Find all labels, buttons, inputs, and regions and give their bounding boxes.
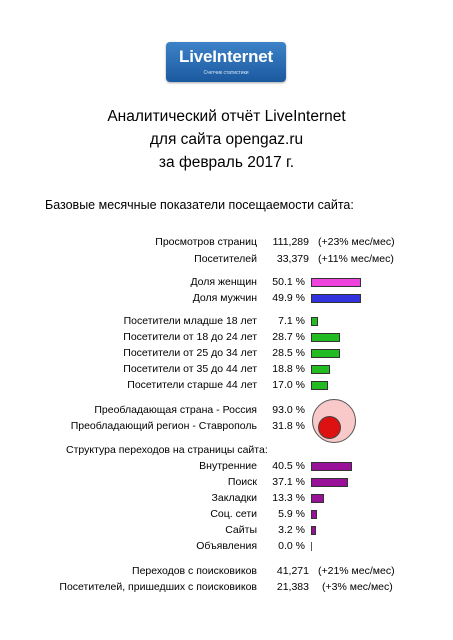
source-value: 13.3 % (272, 492, 305, 504)
age-label: Посетители младше 18 лет (123, 315, 257, 327)
age-value: 28.7 % (272, 331, 305, 343)
logo-tagline: Счетчик статистики (203, 70, 249, 76)
source-bar (311, 462, 352, 471)
stat-label: Просмотров страниц (155, 236, 257, 248)
region-share-circle (318, 416, 341, 439)
age-bar (311, 381, 328, 390)
section-title: Базовые месячные показатели посещаемости… (45, 198, 354, 212)
search-row-transitions: Переходов с поисковиков 41,271 (+21% мес… (0, 563, 453, 579)
report-title-line3: за февраль 2017 г. (158, 154, 295, 171)
stat-row-visitors: Посетителей 33,379 (+11% мес/мес) (0, 251, 453, 267)
stat-change: (+11% мес/мес) (318, 253, 394, 265)
gender-label: Доля женщин (190, 276, 257, 288)
search-value: 41,271 (276, 565, 309, 577)
age-row: Посетители от 18 до 24 лет 28.7 % (0, 329, 453, 345)
age-label: Посетители от 25 до 34 лет (123, 347, 257, 359)
age-row: Посетители от 35 до 44 лет 18.8 % (0, 361, 453, 377)
age-bar (311, 317, 319, 326)
gender-row-male: Доля мужчин 49.9 % (0, 290, 453, 306)
source-value: 5.9 % (278, 508, 305, 520)
age-bar (311, 365, 330, 374)
age-row: Посетители старше 44 лет 17.0 % (0, 377, 453, 393)
source-label: Внутренние (199, 460, 257, 472)
stat-label: Посетителей (194, 253, 257, 265)
gender-label: Доля мужчин (192, 292, 257, 304)
search-label: Посетителей, пришедших с поисковиков (59, 581, 257, 593)
source-label: Закладки (211, 492, 257, 504)
gender-bar (311, 294, 361, 303)
stat-value: 33,379 (276, 253, 309, 265)
age-row: Посетители от 25 до 34 лет 28.5 % (0, 345, 453, 361)
report-title-line1: Аналитический отчёт LiveInternet (107, 108, 346, 125)
geo-label: Преобладающая страна - Россия (94, 404, 257, 416)
report-title-line2: для сайта opengaz.ru (149, 131, 304, 148)
age-label: Посетители от 18 до 24 лет (123, 331, 257, 343)
search-value: 21,383 (276, 581, 309, 593)
search-label: Переходов с поисковиков (132, 565, 257, 577)
age-value: 28.5 % (272, 347, 305, 359)
gender-value: 49.9 % (272, 292, 305, 304)
source-row: Соц. сети 5.9 % (0, 506, 453, 522)
age-label: Посетители старше 44 лет (127, 379, 257, 391)
stat-row-pageviews: Просмотров страниц 111,289 (+23% мес/мес… (0, 234, 453, 250)
search-row-visitors: Посетителей, пришедших с поисковиков 21,… (0, 579, 453, 595)
source-label: Поиск (227, 476, 257, 488)
age-value: 7.1 % (278, 315, 305, 327)
search-change: (+3% мес/мес) (322, 581, 393, 593)
source-row: Сайты 3.2 % (0, 522, 453, 538)
source-row: Внутренние 40.5 % (0, 458, 453, 474)
age-value: 18.8 % (272, 363, 305, 375)
source-row: Поиск 37.1 % (0, 474, 453, 490)
source-label: Объявления (196, 540, 257, 552)
source-row: Закладки 13.3 % (0, 490, 453, 506)
geo-value: 31.8 % (272, 420, 305, 432)
source-row: Объявления 0.0 % (0, 538, 453, 554)
liveinternet-logo: LiveInternet Счетчик статистики (166, 42, 286, 82)
sources-title: Структура переходов на страницы сайта: (66, 444, 268, 456)
geo-row-region: Преобладающий регион - Ставрополь 31.8 % (0, 418, 453, 434)
age-bar (311, 333, 340, 342)
logo-brand: LiveInternet (179, 47, 273, 66)
geo-value: 93.0 % (272, 404, 305, 416)
age-bar (311, 349, 340, 358)
source-bar (311, 494, 325, 503)
source-value: 40.5 % (272, 460, 305, 472)
source-label: Сайты (225, 524, 257, 536)
geo-row-country: Преобладающая страна - Россия 93.0 % (0, 402, 453, 418)
search-change: (+21% мес/мес) (318, 565, 395, 577)
source-value: 3.2 % (278, 524, 305, 536)
source-bar (311, 542, 312, 551)
gender-value: 50.1 % (272, 276, 305, 288)
age-value: 17.0 % (272, 379, 305, 391)
stat-value: 111,289 (272, 236, 309, 248)
geo-label: Преобладающий регион - Ставрополь (70, 420, 257, 432)
age-label: Посетители от 35 до 44 лет (123, 363, 257, 375)
source-value: 0.0 % (278, 540, 305, 552)
source-bar (311, 510, 317, 519)
gender-bar (311, 278, 362, 287)
gender-row-female: Доля женщин 50.1 % (0, 274, 453, 290)
source-bar (311, 526, 316, 535)
source-value: 37.1 % (272, 476, 305, 488)
source-bar (311, 478, 349, 487)
source-label: Соц. сети (210, 508, 257, 520)
age-row: Посетители младше 18 лет 7.1 % (0, 313, 453, 329)
stat-change: (+23% мес/мес) (318, 236, 395, 248)
